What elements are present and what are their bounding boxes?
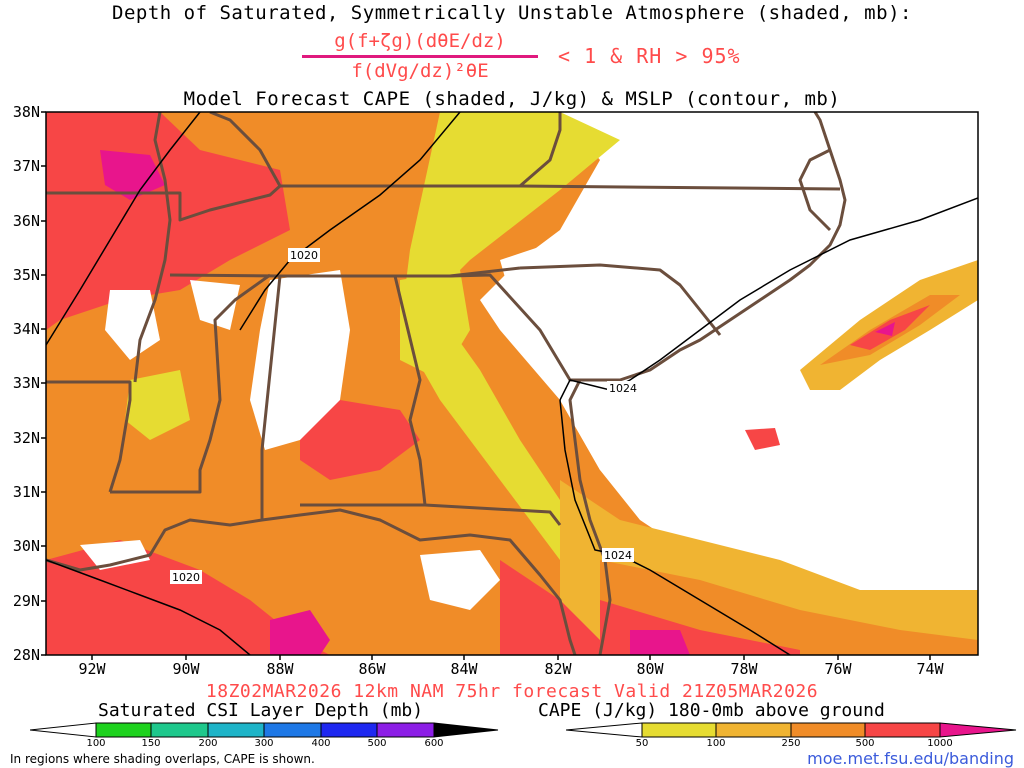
lon-tick-label: 74W [916,660,944,678]
lat-tick-label: 33N [12,374,40,392]
cape-level-label: 1000 [927,738,953,749]
lat-tick-label: 35N [12,266,40,284]
lat-tick-label: 34N [12,320,40,338]
lon-tick-label: 86W [358,660,386,678]
valid-time-line: 18Z02MAR2026 12km NAM 75hr forecast Vali… [205,681,819,702]
lat-tick-label: 30N [12,537,40,555]
fraction-numerator: g(f+ζg)(dθE/dz) [334,30,506,52]
lat-tick-label: 36N [12,212,40,230]
cape-colorbar-title: CAPE (J/kg) 180-0mb above ground [538,700,885,721]
isobar-labels: 1020 1024 1024 1020 [170,248,639,584]
lat-tick-label: 32N [12,429,40,447]
ratio-fraction: g(f+ζg)(dθE/dz) f(dVg/dz)²θE [300,28,540,84]
fraction-bar [302,55,538,58]
cape-level-label: 250 [781,738,801,749]
lat-tick-label: 29N [12,592,40,610]
isobar-label: 1024 [609,382,637,395]
isobar-label: 1020 [290,249,318,262]
lon-tick-label: 80W [636,660,664,678]
isobar-label: 1020 [172,571,200,584]
lat-tick-label: 37N [12,157,40,175]
lat-tick-label: 28N [12,646,40,664]
lon-tick-label: 78W [730,660,758,678]
lon-tick-label: 84W [450,660,478,678]
title-line-3: Model Forecast CAPE (shaded, J/kg) & MSL… [183,88,841,110]
axis-ticks [41,111,931,660]
csi-level-label: 150 [141,738,161,749]
csi-level-label: 100 [86,738,106,749]
title-line-1: Depth of Saturated, Symmetrically Unstab… [112,2,912,24]
cape-level-label: 500 [855,738,875,749]
csi-level-label: 300 [254,738,274,749]
state-borders [46,112,847,655]
lon-tick-label: 90W [172,660,200,678]
lon-tick-label: 88W [266,660,294,678]
csi-level-label: 200 [198,738,218,749]
csi-level-label: 600 [424,738,444,749]
lat-tick-label: 38N [12,103,40,121]
csi-colorbar [30,722,499,738]
source-url[interactable]: moe.met.fsu.edu/banding [807,749,1014,768]
overlap-note: In regions where shading overlaps, CAPE … [10,752,315,766]
cape-colorbar [566,722,1017,738]
lon-tick-label: 92W [78,660,106,678]
lon-tick-label: 76W [824,660,852,678]
csi-level-label: 400 [311,738,331,749]
cape-level-label: 50 [635,738,649,749]
fraction-denominator: f(dVg/dz)²θE [351,60,489,82]
condition-text: < 1 & RH > 95% [558,44,741,68]
lon-tick-label: 82W [544,660,572,678]
isobars [46,112,978,655]
csi-colorbar-title: Saturated CSI Layer Depth (mb) [98,700,424,721]
csi-level-label: 500 [367,738,387,749]
lat-tick-label: 31N [12,483,40,501]
cape-level-label: 100 [706,738,726,749]
isobar-label: 1024 [604,549,632,562]
